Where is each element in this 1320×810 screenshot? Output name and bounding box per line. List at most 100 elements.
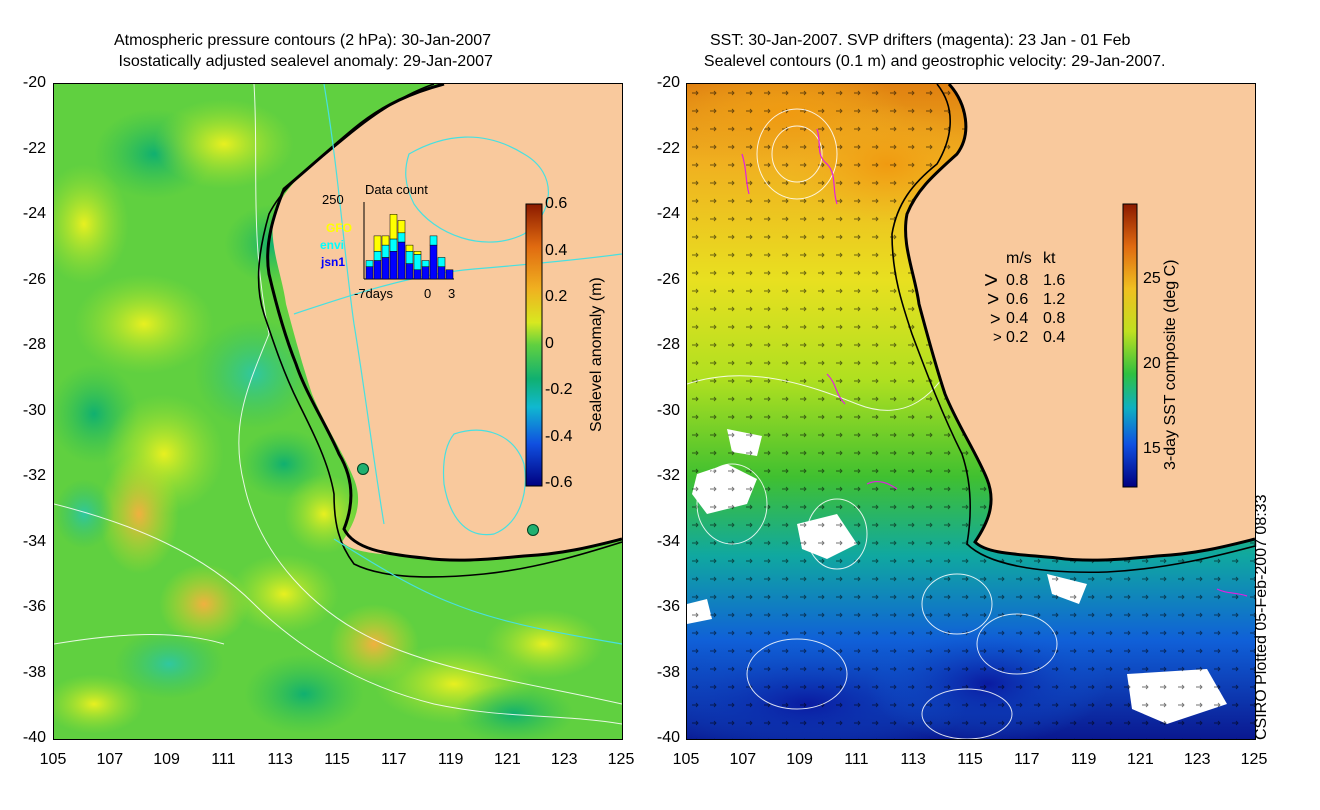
svp-drifter-tracks — [741, 128, 1248, 597]
velocity-arrow-icon: > — [990, 309, 1001, 329]
shelf-edge — [891, 84, 1255, 574]
y-tick-label: -40 — [656, 729, 680, 746]
inset-bar-jsn1 — [397, 241, 406, 280]
colorbar-tick-label: -0.4 — [545, 427, 573, 445]
colorbar-tick-label: 0 — [545, 334, 554, 352]
inset-bar-jsn1 — [405, 263, 414, 280]
colorbar-tick-label: 25 — [1143, 270, 1161, 287]
right-title-line2: Sealevel contours (0.1 m) and geostrophi… — [695, 53, 1166, 70]
velocity-arrow-icon: > — [984, 267, 999, 294]
sst-colorbar[interactable] — [1122, 203, 1138, 488]
sst-map[interactable] — [686, 83, 1256, 740]
inset-x-right: 3 — [448, 286, 455, 301]
y-tick-label: -38 — [22, 663, 46, 681]
velocity-legend-kt: 0.8 — [1043, 310, 1066, 327]
velocity-legend-ms: 0.2 — [1006, 329, 1029, 346]
inset-title: Data count — [365, 182, 428, 197]
inset-bar-jsn1 — [389, 251, 398, 280]
y-tick-label: -30 — [22, 401, 46, 419]
inset-bar-envi — [413, 254, 422, 271]
station-marker-1[interactable] — [357, 463, 369, 475]
x-tick-label: 119 — [437, 751, 464, 768]
velocity-legend-ms-header: m/s — [1006, 250, 1032, 267]
y-tick-label: -32 — [656, 467, 680, 484]
colorbar-tick-label: -0.6 — [545, 474, 573, 491]
x-tick-label: 113 — [267, 751, 293, 768]
data-count-inset: Data count 250 GFO envi jsn1 -7days 0 3 — [320, 182, 455, 301]
y-tick-label: -36 — [656, 598, 680, 615]
inset-bar-gfo — [397, 220, 406, 234]
y-tick-label: -22 — [656, 139, 680, 157]
y-tick-label: -24 — [656, 205, 680, 222]
inset-bar-envi — [421, 260, 430, 267]
sealevel-colorbar[interactable] — [525, 203, 543, 487]
x-tick-label: 121 — [494, 751, 521, 768]
inset-bar-jsn1 — [445, 269, 454, 280]
left-title-line1: Atmospheric pressure contours (2 hPa): 3… — [114, 32, 492, 49]
sst-colorbar-label: 3-day SST composite (deg C) — [1162, 259, 1179, 470]
inset-legend-gfo: GFO — [326, 221, 352, 235]
inset-bar-envi — [381, 244, 390, 258]
inset-legend-envi: envi — [320, 238, 344, 252]
x-tick-label: 113 — [900, 751, 926, 768]
inset-bar-gfo — [389, 214, 398, 240]
station-marker-2[interactable] — [527, 524, 539, 536]
x-tick-label: 125 — [1240, 751, 1268, 768]
coastline — [904, 84, 1255, 562]
inset-bar-envi — [437, 257, 446, 267]
colorbar-tick-label: 20 — [1143, 355, 1161, 372]
colorbar-tick-label: -0.2 — [545, 381, 573, 398]
anomaly-blobs — [54, 99, 604, 739]
velocity-legend-ms: 0.6 — [1006, 291, 1029, 308]
inset-bar-jsn1 — [381, 257, 390, 280]
x-tick-label: 123 — [550, 751, 578, 768]
sealevel-anomaly-map[interactable]: Data count 250 GFO envi jsn1 -7days 0 3 — [53, 83, 623, 740]
inset-bar-envi — [365, 260, 374, 267]
x-tick-label: 125 — [607, 751, 635, 768]
x-tick-label: 121 — [1127, 751, 1154, 768]
colorbar-tick-label: 0.4 — [545, 241, 568, 259]
colorbar-tick-label: 0.6 — [545, 195, 568, 212]
y-tick-label: -28 — [656, 336, 680, 353]
velocity-arrow-icon: > — [987, 288, 1000, 311]
inset-bar-gfo — [373, 235, 382, 252]
y-tick-label: -26 — [22, 270, 46, 288]
sealevel-anomaly-svg: Data count 250 GFO envi jsn1 -7days 0 3 — [54, 84, 622, 739]
sst-svg — [687, 84, 1255, 739]
inset-bar-envi — [389, 238, 398, 252]
velocity-legend-ms: 0.4 — [1006, 310, 1029, 327]
y-tick-label: -36 — [22, 598, 46, 615]
y-tick-label: -34 — [22, 532, 46, 550]
velocity-legend-kt: 0.4 — [1043, 329, 1066, 346]
y-tick-label: -20 — [656, 74, 680, 91]
y-tick-label: -20 — [22, 74, 46, 91]
inset-bar-jsn1 — [429, 244, 438, 280]
colorbar-tick-label: 0.2 — [545, 288, 568, 305]
x-tick-label: 105 — [672, 751, 700, 768]
y-tick-label: -24 — [22, 205, 46, 222]
y-tick-label: -22 — [22, 139, 46, 157]
right-title-line1: SST: 30-Jan-2007. SVP drifters (magenta)… — [710, 32, 1131, 49]
inset-bar-envi — [429, 235, 438, 246]
inset-bar-gfo — [413, 251, 422, 255]
y-tick-label: -26 — [656, 270, 680, 288]
inset-bar-jsn1 — [437, 266, 446, 280]
inset-bar-jsn1 — [421, 266, 430, 280]
velocity-legend-ms: 0.8 — [1006, 272, 1029, 289]
x-tick-label: 111 — [211, 751, 236, 768]
shelf-edge — [257, 84, 622, 578]
x-tick-label: 119 — [1070, 751, 1097, 768]
inset-bar-gfo — [381, 235, 390, 246]
inset-bar-envi — [373, 251, 382, 261]
x-tick-label: 123 — [1183, 751, 1211, 768]
inset-bar-jsn1 — [413, 269, 422, 280]
x-tick-label: 117 — [1014, 751, 1040, 768]
inset-bar-envi — [397, 232, 406, 243]
x-tick-label: 107 — [96, 751, 124, 768]
inset-bar-jsn1 — [365, 266, 374, 280]
y-tick-label: -32 — [22, 467, 46, 484]
sealevel-colorbar-label: Sealevel anomaly (m) — [588, 277, 605, 432]
inset-bar-gfo — [405, 244, 414, 252]
inset-bars — [365, 214, 454, 280]
velocity-arrow-icon: > — [993, 329, 1002, 346]
